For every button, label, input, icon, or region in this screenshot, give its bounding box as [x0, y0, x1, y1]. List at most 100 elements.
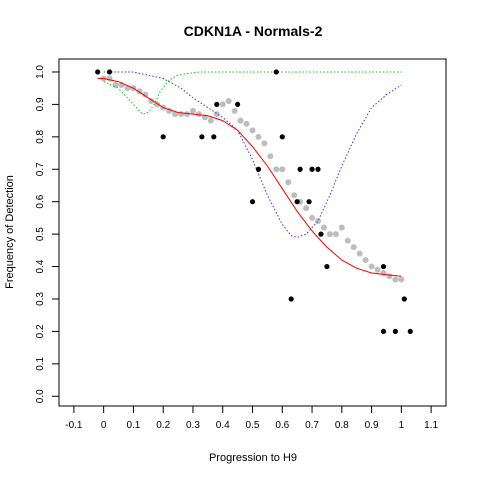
smoothed-point — [332, 231, 339, 238]
observed-point — [380, 263, 387, 270]
smoothed-point — [314, 218, 321, 225]
y-tick-label: 0.2 — [35, 324, 46, 338]
smoothed-point — [148, 98, 155, 105]
smoothed-point — [380, 270, 387, 277]
observed-point — [288, 296, 294, 302]
x-tick-label: 0.8 — [335, 420, 349, 431]
observed-point — [401, 296, 407, 302]
y-axis-label: Frequency of Detection — [4, 175, 16, 289]
smoothed-point — [219, 101, 226, 108]
smoothed-point — [249, 127, 256, 134]
x-tick-label: 0.5 — [246, 420, 260, 431]
x-tick-label: -0.1 — [65, 420, 83, 431]
smoothed-point — [267, 153, 274, 160]
chart-title: CDKN1A - Normals-2 — [184, 23, 323, 39]
smoothed-point — [344, 237, 351, 244]
smoothed-point — [231, 107, 238, 114]
smoothed-point — [398, 276, 405, 283]
smoothed-point — [273, 166, 280, 173]
x-tick-label: 0.3 — [186, 420, 200, 431]
observed-point — [306, 199, 312, 205]
observed-point — [107, 69, 113, 75]
smoothed-point — [291, 192, 298, 199]
y-tick-label: 1.0 — [35, 65, 46, 79]
observed-point — [235, 101, 241, 108]
observed-point — [315, 166, 321, 172]
observed-point — [318, 231, 324, 237]
y-tick-label: 0.4 — [35, 259, 46, 273]
smoothed-point — [225, 98, 232, 105]
fit-curve — [97, 78, 402, 277]
smoothed-point — [184, 111, 191, 118]
smoothed-point — [303, 205, 310, 212]
observed-points — [95, 69, 413, 335]
smoothed-point — [195, 111, 202, 118]
smoothed-point — [279, 166, 286, 173]
smoothed-point — [243, 120, 250, 127]
smoothed-point — [207, 117, 214, 124]
x-tick-label: 0.7 — [305, 420, 319, 431]
smoothed-points — [100, 75, 405, 283]
smoothed-point — [285, 179, 292, 186]
smoothed-point — [172, 111, 179, 118]
smoothed-point — [213, 111, 220, 118]
y-tick-label: 0.9 — [35, 97, 46, 111]
observed-point — [392, 328, 398, 335]
smoothed-point — [112, 81, 119, 88]
observed-point — [324, 263, 330, 270]
observed-point — [407, 328, 413, 335]
smoothed-point — [374, 266, 381, 273]
x-tick-label: 0.4 — [216, 420, 230, 431]
observed-point — [95, 69, 101, 75]
x-axis-label: Progression to H9 — [209, 452, 297, 464]
smoothed-point — [386, 273, 393, 280]
y-tick-label: 0.3 — [35, 292, 46, 306]
y-axis: 0.0 0.1 0.2 0.3 0.4 0.5 0.6 0.7 0.8 0.9 1.0 — [35, 65, 59, 403]
observed-point — [297, 166, 303, 172]
smoothed-point — [261, 140, 268, 147]
smoothed-point — [362, 257, 369, 264]
observed-point — [249, 199, 256, 205]
y-tick-label: 0.5 — [35, 227, 46, 241]
green-curve — [103, 71, 402, 115]
observed-point — [279, 134, 285, 140]
y-tick-label: 0.1 — [35, 356, 46, 370]
x-tick-label: 0.1 — [126, 420, 140, 431]
y-tick-label: 0.7 — [35, 162, 46, 176]
smoothed-point — [368, 263, 375, 270]
x-tick-label: 0.2 — [156, 420, 170, 431]
observed-point — [211, 134, 217, 140]
series-layer — [95, 69, 413, 335]
smoothed-point — [142, 91, 149, 98]
smoothed-point — [237, 117, 244, 124]
smoothed-point — [350, 244, 357, 251]
blue-curve — [103, 71, 402, 238]
smoothed-point — [326, 231, 333, 238]
x-tick-label: 0 — [101, 420, 107, 431]
observed-point — [380, 328, 387, 335]
x-tick-label: 0.9 — [365, 420, 379, 431]
smoothed-point — [320, 224, 327, 231]
smoothed-point — [338, 224, 345, 231]
observed-point — [294, 199, 300, 205]
observed-point — [199, 134, 205, 140]
observed-point — [214, 101, 220, 108]
x-tick-label: 1.1 — [424, 420, 438, 431]
y-tick-label: 0.8 — [35, 129, 46, 143]
smoothed-point — [392, 276, 399, 283]
observed-point — [309, 166, 315, 172]
observed-point — [160, 134, 166, 140]
smoothed-point — [309, 214, 316, 221]
plot-frame — [58, 58, 447, 407]
x-tick-label: 1 — [399, 420, 405, 431]
smoothed-point — [356, 250, 363, 257]
observed-point — [255, 166, 262, 172]
smoothed-point — [189, 107, 196, 114]
x-axis: -0.1 0 0.1 0.2 0.3 0.4 0.5 0.6 0.7 0.8 0.9 1 1.1 — [65, 406, 439, 431]
observed-point — [273, 69, 279, 75]
smoothed-point — [178, 111, 185, 118]
y-tick-label: 0.0 — [35, 389, 46, 403]
smoothed-point — [255, 133, 262, 140]
x-tick-label: 0.6 — [275, 420, 289, 431]
